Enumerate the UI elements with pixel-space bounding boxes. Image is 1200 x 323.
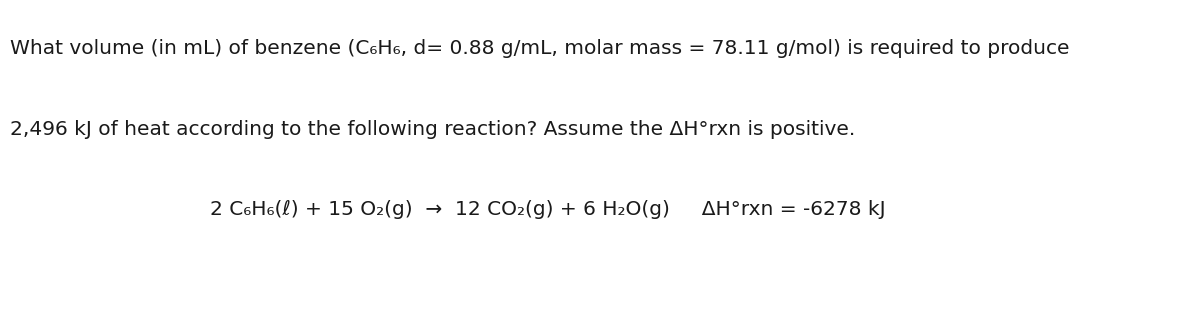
Text: What volume (in mL) of benzene (C₆H₆, d= 0.88 g/mL, molar mass = 78.11 g/mol) is: What volume (in mL) of benzene (C₆H₆, d=… bbox=[10, 39, 1069, 58]
Text: 2,496 kJ of heat according to the following reaction? Assume the ΔH°rxn is posit: 2,496 kJ of heat according to the follow… bbox=[10, 120, 854, 139]
Text: 2 C₆H₆(ℓ) + 15 O₂(g)  →  12 CO₂(g) + 6 H₂O(g)     ΔH°rxn = -6278 kJ: 2 C₆H₆(ℓ) + 15 O₂(g) → 12 CO₂(g) + 6 H₂O… bbox=[210, 200, 886, 219]
